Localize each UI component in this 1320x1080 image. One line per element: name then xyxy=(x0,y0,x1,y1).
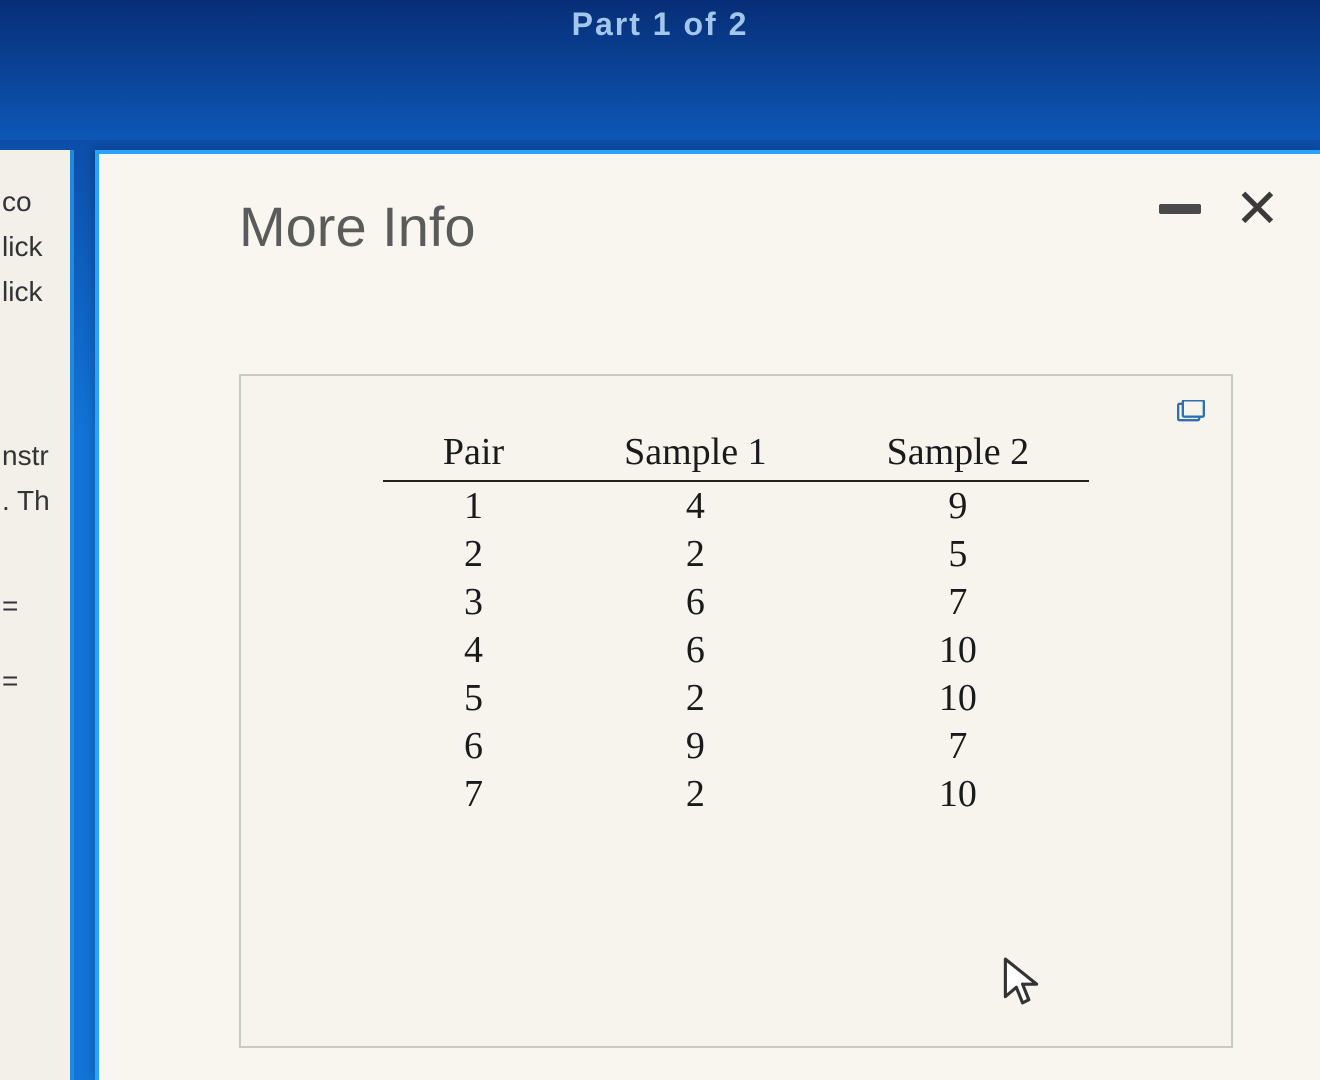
cell-sample1: 4 xyxy=(564,481,826,530)
cell-sample1: 2 xyxy=(564,770,826,818)
col-header-sample2: Sample 2 xyxy=(827,426,1089,481)
table-row: 4 6 10 xyxy=(383,626,1089,674)
desktop-background: Part 1 of 2 co lick lick nstr . Th = = ✕… xyxy=(0,0,1320,1080)
bg-text-line: = xyxy=(0,584,70,629)
cell-sample2: 5 xyxy=(827,530,1089,578)
cell-pair: 3 xyxy=(383,578,564,626)
cell-sample1: 9 xyxy=(564,722,826,770)
cursor-icon xyxy=(1001,956,1041,1006)
data-table-panel: Pair Sample 1 Sample 2 1 4 9 2 2 5 xyxy=(239,374,1233,1048)
bg-text-line: co xyxy=(0,180,70,225)
cell-sample2: 10 xyxy=(827,770,1089,818)
cell-pair: 6 xyxy=(383,722,564,770)
cell-pair: 7 xyxy=(383,770,564,818)
table-header-row: Pair Sample 1 Sample 2 xyxy=(383,426,1089,481)
cell-sample1: 6 xyxy=(564,578,826,626)
more-info-dialog: ✕ More Info Pair Sample 1 Sample 2 xyxy=(95,150,1320,1080)
part-indicator-label: Part 1 of 2 xyxy=(0,0,1320,43)
table-row: 3 6 7 xyxy=(383,578,1089,626)
cell-sample1: 2 xyxy=(564,674,826,722)
close-button[interactable]: ✕ xyxy=(1235,182,1280,236)
page-header-bar: Part 1 of 2 xyxy=(0,0,1320,140)
bg-text-line: lick xyxy=(0,270,70,315)
cell-sample2: 7 xyxy=(827,722,1089,770)
dialog-header: More Info xyxy=(99,154,1320,269)
paired-samples-table: Pair Sample 1 Sample 2 1 4 9 2 2 5 xyxy=(383,426,1089,818)
col-header-pair: Pair xyxy=(383,426,564,481)
cell-sample1: 2 xyxy=(564,530,826,578)
cell-pair: 1 xyxy=(383,481,564,530)
minimize-button[interactable] xyxy=(1159,204,1201,214)
table-row: 5 2 10 xyxy=(383,674,1089,722)
bg-text-line: . Th xyxy=(0,479,70,524)
table-row: 1 4 9 xyxy=(383,481,1089,530)
cell-sample2: 10 xyxy=(827,674,1089,722)
table-row: 7 2 10 xyxy=(383,770,1089,818)
cell-sample2: 9 xyxy=(827,481,1089,530)
cell-sample1: 6 xyxy=(564,626,826,674)
cell-pair: 2 xyxy=(383,530,564,578)
background-page-text: co lick lick nstr . Th = = xyxy=(0,150,74,1080)
cell-sample2: 7 xyxy=(827,578,1089,626)
dialog-title: More Info xyxy=(239,194,476,259)
table-row: 2 2 5 xyxy=(383,530,1089,578)
table-row: 6 9 7 xyxy=(383,722,1089,770)
cell-sample2: 10 xyxy=(827,626,1089,674)
copy-icon[interactable] xyxy=(1177,400,1205,424)
bg-text-line: nstr xyxy=(0,434,70,479)
col-header-sample1: Sample 1 xyxy=(564,426,826,481)
cell-pair: 4 xyxy=(383,626,564,674)
bg-text-line: lick xyxy=(0,225,70,270)
cell-pair: 5 xyxy=(383,674,564,722)
bg-text-line: = xyxy=(0,659,70,704)
window-controls: ✕ xyxy=(1159,182,1280,236)
